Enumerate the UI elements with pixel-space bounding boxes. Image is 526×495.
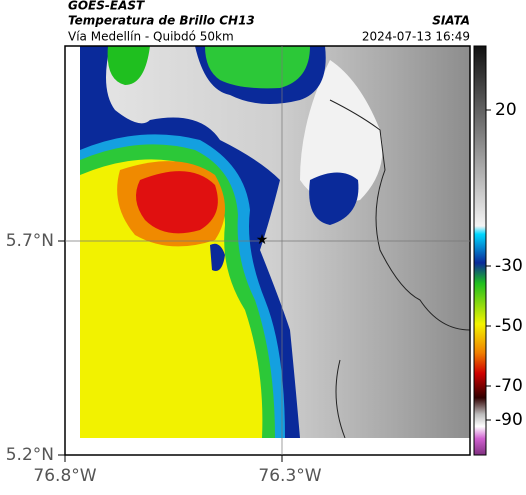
lon-tick-label: 76.8°W	[33, 466, 96, 486]
colorbar: 20 -30 -50 -70 -90	[473, 45, 523, 456]
colorbar-tick-label: -90	[495, 410, 523, 430]
datetime: 2024-07-13 16:49	[362, 30, 470, 44]
colorbar-tick-label: -70	[495, 376, 523, 396]
location: Vía Medellín - Quibdó 50km	[68, 30, 234, 44]
title: GOES-EAST	[68, 0, 145, 13]
lat-tick-label: 5.2°N	[6, 445, 54, 465]
header: GOES-EAST Temperatura de Brillo CH13 Vía…	[68, 0, 470, 44]
colorbar-tick-label: -50	[495, 316, 523, 336]
lon-tick-label: 76.3°W	[258, 466, 321, 486]
location-star: ★	[256, 232, 269, 248]
lat-tick-label: 5.7°N	[6, 231, 54, 251]
colorbar-tick-label: -30	[495, 256, 523, 276]
satellite-image	[80, 46, 471, 455]
colorbar-tick-label: 20	[495, 100, 517, 120]
map-frame	[64, 45, 471, 456]
axes: 5.7°N 5.2°N 76.8°W 76.3°W	[6, 231, 322, 486]
subtitle: Temperatura de Brillo CH13	[68, 14, 255, 28]
source: SIATA	[432, 14, 470, 28]
